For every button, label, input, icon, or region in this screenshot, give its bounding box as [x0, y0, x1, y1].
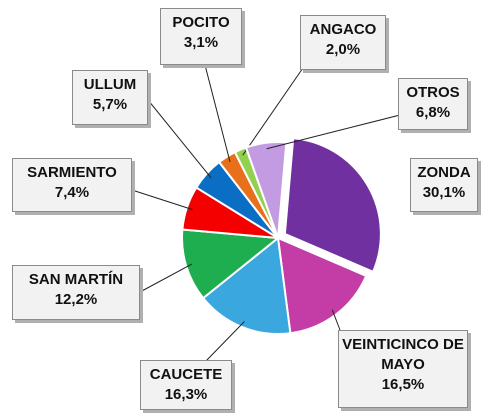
value-label: 6,8%: [415, 104, 451, 121]
pie-slice: [276, 236, 368, 335]
slice-label: ZONDA 30,1%: [410, 158, 478, 212]
pie-slice: [244, 141, 288, 239]
category-label: SARMIENTO: [27, 164, 117, 181]
pie-slice: [283, 137, 382, 274]
value-label: 12,2%: [54, 291, 98, 308]
slice-label: CAUCETE 16,3%: [140, 360, 232, 410]
leader-line: [204, 321, 245, 363]
leader-line: [147, 99, 212, 179]
slice-label: VEINTICINCO DE MAYO 16,5%: [338, 330, 468, 408]
pie-slice: [201, 236, 292, 335]
value-label: 16,3%: [164, 386, 208, 403]
slice-label: ULLUM 5,7%: [72, 70, 148, 125]
leader-line: [266, 114, 401, 150]
value-label: 7,4%: [54, 184, 90, 201]
category-label: ANGACO: [309, 21, 377, 38]
category-label: OTROS: [406, 84, 460, 101]
category-label: CAUCETE: [149, 366, 223, 383]
leader-line: [139, 263, 193, 293]
category-label: ZONDA: [417, 164, 471, 181]
category-label: ULLUM: [83, 76, 137, 93]
leader-line: [331, 309, 341, 331]
slice-label: OTROS 6,8%: [398, 78, 468, 130]
pie-slice: [181, 228, 281, 300]
value-label: 3,1%: [183, 34, 219, 51]
category-label: SAN MARTÍN: [28, 271, 124, 288]
leader-line: [242, 64, 306, 156]
value-label: 2,0%: [325, 41, 361, 58]
slice-label: POCITO 3,1%: [160, 8, 242, 65]
value-label: 30,1%: [422, 184, 466, 201]
leader-line: [131, 189, 193, 211]
value-label: 16,5%: [381, 376, 425, 393]
category-label: POCITO: [172, 14, 230, 31]
slice-label: SAN MARTÍN 12,2%: [12, 265, 140, 320]
slice-label: SARMIENTO 7,4%: [12, 158, 132, 212]
value-label: 5,7%: [92, 96, 128, 113]
leader-line: [204, 64, 231, 162]
slice-label: ANGACO 2,0%: [300, 15, 386, 70]
category-label: VEINTICINCO DE MAYO: [342, 336, 464, 373]
